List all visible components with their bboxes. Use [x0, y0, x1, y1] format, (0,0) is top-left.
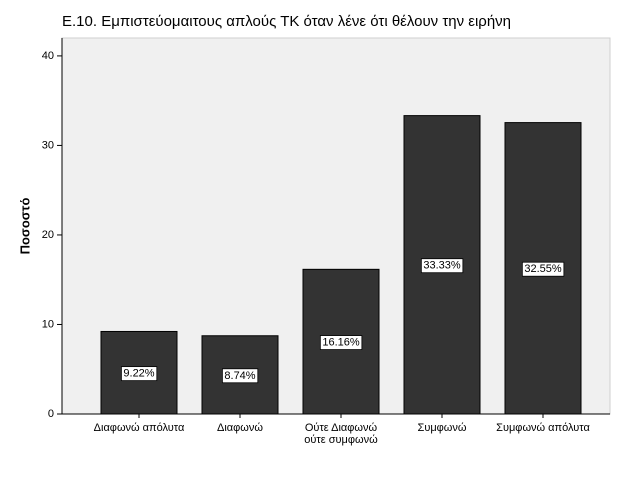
- y-tick-label: 10: [42, 318, 54, 330]
- chart-title: Ε.10. Εμπιστεύομαιτους απλούς ΤΚ όταν λέ…: [62, 13, 511, 30]
- y-tick-label: 40: [42, 50, 54, 62]
- bar: [201, 335, 279, 415]
- x-tick-label: Διαφωνώ απόλυτα: [93, 422, 185, 434]
- x-tick-label: Συμφωνώ: [417, 422, 467, 434]
- y-tick-label: 30: [42, 139, 54, 151]
- value-label-box: [120, 366, 158, 382]
- value-label-box: [319, 335, 363, 350]
- y-tick-label: 20: [42, 229, 54, 241]
- value-label: 16.16%: [322, 337, 360, 349]
- value-label-box: [521, 261, 565, 277]
- value-label-box: [420, 258, 464, 274]
- x-tick-label: Ούτε Διαφωνώ ούτε συμφωνώ: [304, 422, 378, 446]
- y-tick-label: 0: [48, 408, 54, 420]
- value-label-box: [221, 368, 259, 384]
- bar: [302, 268, 380, 415]
- value-label: 33.33%: [423, 260, 461, 272]
- x-tick-label: Διαφωνώ: [217, 422, 263, 434]
- x-tick-label: Συμφωνώ απόλυτα: [496, 422, 590, 434]
- value-label: 32.55%: [524, 263, 562, 275]
- value-label: 9.22%: [123, 368, 154, 380]
- y-axis-label: Ποσοστό: [17, 198, 32, 255]
- value-label: 8.74%: [224, 370, 255, 382]
